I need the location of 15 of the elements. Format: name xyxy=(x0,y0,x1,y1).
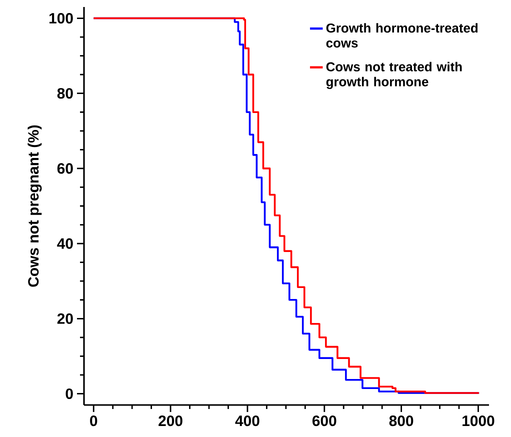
x-tick-label: 600 xyxy=(312,416,336,426)
x-tick-label: 1000 xyxy=(462,416,494,426)
x-tick-label: 400 xyxy=(235,416,260,426)
y-tick-label: 80 xyxy=(57,88,73,99)
legend-label: Growth hormone-treated cows xyxy=(326,23,478,48)
x-tick-label: 0 xyxy=(90,416,98,426)
legend-label: Cows not treated with growth hormone xyxy=(326,62,462,89)
y-tick-label: 0 xyxy=(66,388,73,400)
x-tick-label: 800 xyxy=(389,416,414,426)
x-tick-label: 200 xyxy=(158,416,182,426)
y-axis-title: Cows not pregnant (%) xyxy=(28,125,42,287)
y-tick-label: 60 xyxy=(57,163,73,174)
y-tick-label: 20 xyxy=(57,313,73,324)
y-tick-label: 100 xyxy=(49,12,73,24)
y-tick-label: 40 xyxy=(57,238,73,249)
